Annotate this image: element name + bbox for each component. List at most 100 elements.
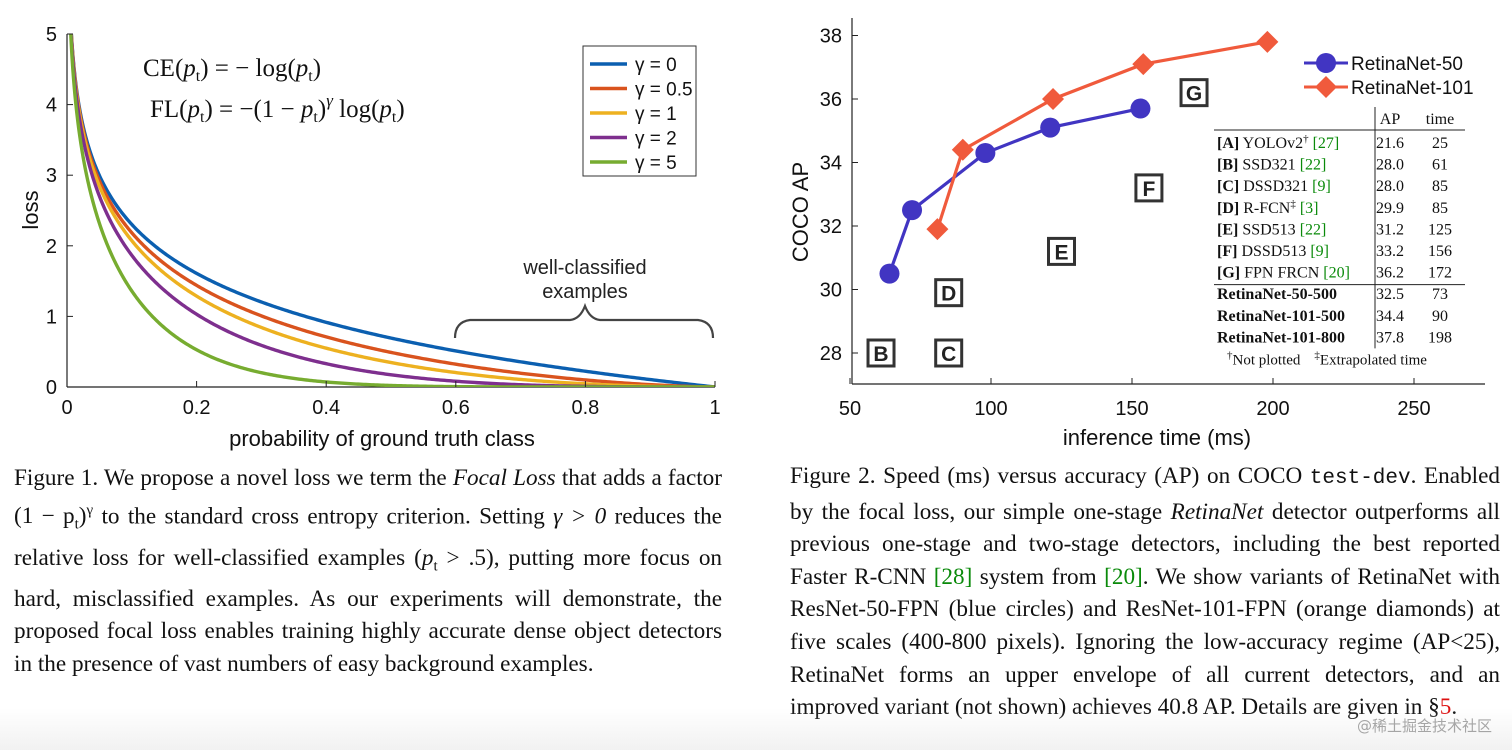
chart-axes <box>851 18 1485 385</box>
x-axis-label: probability of ground truth class <box>229 426 535 451</box>
detector-box-label: B <box>873 343 888 366</box>
y-tick-label: 3 <box>46 165 57 187</box>
y-tick-label: 0 <box>46 377 57 399</box>
data-point-circle <box>902 200 923 221</box>
data-point-diamond <box>1256 30 1279 53</box>
annotation-well-classified: well-classified <box>522 257 646 279</box>
fl-formula: FL(pt) = −(1 − pt)γ log(pt) <box>150 91 405 126</box>
x-tick-label: 0 <box>61 397 72 419</box>
table-cell-ap: 33.2 <box>1376 243 1404 260</box>
data-point-circle <box>975 142 996 163</box>
table-cell-time: 25 <box>1432 135 1448 152</box>
series-line-gamma-1 <box>69 34 715 387</box>
table-row-name: [D] R-FCN‡ [3] <box>1217 198 1319 217</box>
table-row-name: [B] SSD321 [22] <box>1217 157 1326 174</box>
series-line-gamma-0_5 <box>69 34 715 387</box>
data-point-diamond <box>1042 88 1065 110</box>
citation-link[interactable]: [28] <box>933 563 973 590</box>
y-tick-label: 30 <box>820 280 842 302</box>
y-tick-label: 1 <box>46 306 57 328</box>
legend-label: γ = 0.5 <box>635 80 693 101</box>
x-tick-label: 0.8 <box>571 397 599 419</box>
x-tick-label: 0.4 <box>312 397 340 419</box>
y-tick-label: 34 <box>820 153 842 175</box>
y-tick-label: 38 <box>820 26 842 48</box>
y-axis-label: COCO AP <box>788 162 813 262</box>
table-row-retina: RetinaNet-101-800 <box>1217 329 1345 346</box>
legend-label: γ = 1 <box>635 104 677 125</box>
data-point-circle <box>879 263 900 284</box>
figure-2-caption: Figure 2. Speed (ms) versus accuracy (AP… <box>790 463 1500 721</box>
data-point-circle <box>1040 117 1061 138</box>
table-cell-time: 73 <box>1432 286 1448 303</box>
table-cell-ap: 31.2 <box>1376 221 1404 238</box>
table-cell-time: 156 <box>1428 243 1452 260</box>
chart-legend: RetinaNet-50 RetinaNet-101 <box>1304 53 1474 99</box>
table-header-ap: AP <box>1380 111 1401 128</box>
legend-label: γ = 0 <box>635 55 677 76</box>
table-cell-time: 172 <box>1428 265 1452 282</box>
x-axis-label: inference time (ms) <box>1063 425 1251 450</box>
annotation-brace <box>453 302 715 339</box>
legend-label: RetinaNet-101 <box>1351 78 1474 99</box>
y-tick-label: 28 <box>820 343 842 365</box>
table-row-retina: RetinaNet-50-500 <box>1217 286 1337 303</box>
table-cell-time: 61 <box>1432 157 1448 174</box>
figure-1-caption: Figure 1. We propose a novel loss we ter… <box>14 465 723 677</box>
table-cell-time: 90 <box>1432 308 1448 325</box>
x-tick-label: 50 <box>839 398 861 420</box>
table-cell-time: 85 <box>1432 178 1448 195</box>
table-cell-ap: 36.2 <box>1376 265 1404 282</box>
detector-box-C <box>934 338 964 368</box>
legend-label: γ = 5 <box>635 153 677 174</box>
y-axis-label: loss <box>18 190 43 229</box>
baseline-detector-boxes: B C D E F G <box>866 78 1209 368</box>
x-tick-label: 100 <box>974 398 1007 420</box>
detector-table: AP time [A] YOLOv2† [27] 21.6 25 [B] SSD321 [… <box>1209 104 1481 372</box>
x-tick-label: 0.6 <box>442 397 470 419</box>
detector-box-B <box>866 338 896 368</box>
detector-box-G <box>1179 78 1209 108</box>
data-point-diamond <box>1132 53 1155 76</box>
table-cell-ap: 28.0 <box>1376 157 1404 174</box>
annotation-examples: examples <box>542 281 628 303</box>
legend-marker <box>1315 76 1337 98</box>
table-row-name: [E] SSD513 [22] <box>1217 221 1326 238</box>
y-tick-label: 32 <box>820 216 842 238</box>
y-tick-label: 2 <box>46 236 57 258</box>
table-row-name: [C] DSSD321 [9] <box>1217 178 1331 195</box>
ce-formula: CE(pt) = − log(pt) <box>143 55 321 85</box>
detector-box-E <box>1047 236 1076 266</box>
table-cell-ap: 32.5 <box>1376 286 1404 303</box>
detector-box-F <box>1134 173 1164 203</box>
table-cell-ap: 21.6 <box>1376 135 1404 152</box>
section-link[interactable]: 5 <box>1439 694 1452 721</box>
caption-label: Figure 1. <box>14 465 99 491</box>
x-tick-label: 0.2 <box>183 397 211 419</box>
x-tick-label: 1 <box>709 397 720 419</box>
legend-label: RetinaNet-50 <box>1351 54 1463 75</box>
table-background <box>1209 104 1481 372</box>
data-point-circle <box>1130 98 1151 119</box>
legend-marker <box>1316 53 1336 73</box>
detector-box-label: C <box>941 343 956 366</box>
chart-series-lines <box>69 34 715 387</box>
series-line-gamma-5 <box>69 34 715 387</box>
chart-series <box>879 30 1279 284</box>
table-cell-time: 125 <box>1428 221 1452 238</box>
citation-link[interactable]: [20] <box>1104 563 1143 590</box>
data-point-diamond <box>951 138 974 161</box>
y-tick-label: 5 <box>46 24 57 46</box>
x-tick-label: 150 <box>1115 398 1148 420</box>
x-tick-label: 250 <box>1397 398 1430 420</box>
y-tick-label: 36 <box>820 89 842 111</box>
detector-box-label: F <box>1143 178 1156 201</box>
chart-ticks: 0 0.2 0.4 0.6 0.8 1 0 1 2 3 4 5 <box>46 24 721 419</box>
detector-box-label: E <box>1054 241 1068 264</box>
table-cell-ap: 29.9 <box>1376 200 1404 217</box>
table-footnote: †Not plotted ‡Extrapolated time <box>1227 349 1427 368</box>
table-header-time: time <box>1426 111 1454 128</box>
chart-legend: γ = 0 γ = 0.5 γ = 1 γ = 2 γ = 5 <box>582 45 697 177</box>
table-row-name: [F] DSSD513 [9] <box>1217 243 1329 260</box>
table-cell-ap: 28.0 <box>1376 178 1404 195</box>
